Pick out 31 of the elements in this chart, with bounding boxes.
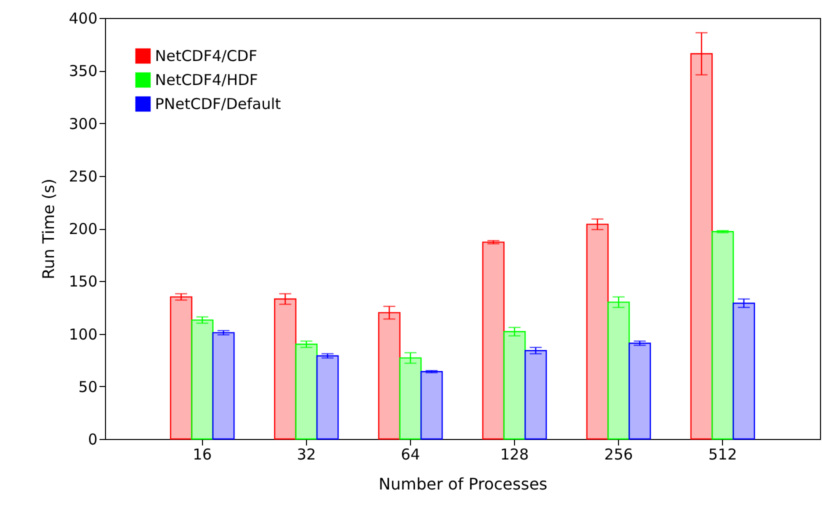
bar bbox=[586, 224, 609, 440]
y-tick-label: 400 bbox=[68, 10, 98, 28]
y-axis-title: Run Time (s) bbox=[38, 178, 58, 280]
bar bbox=[712, 231, 734, 440]
legend-label: NetCDF4/CDF bbox=[155, 47, 258, 65]
bar bbox=[690, 53, 713, 440]
y-tick-label: 50 bbox=[78, 378, 98, 396]
y-tick-label: 150 bbox=[68, 272, 98, 291]
bar bbox=[274, 298, 296, 440]
y-tick-label: 250 bbox=[68, 167, 98, 186]
bar bbox=[420, 371, 443, 440]
y-tick-label: 100 bbox=[68, 325, 98, 344]
legend-label: NetCDF4/HDF bbox=[155, 71, 258, 89]
x-tick-label: 128 bbox=[500, 446, 529, 464]
y-tick-label: 0 bbox=[88, 430, 98, 448]
y-tick-label: 350 bbox=[68, 62, 98, 80]
x-tick-label: 512 bbox=[708, 446, 738, 464]
y-tick-label: 300 bbox=[68, 114, 98, 133]
x-tick-label: 32 bbox=[296, 446, 316, 464]
x-tick-label: 256 bbox=[604, 446, 633, 464]
bar bbox=[503, 331, 526, 440]
bar bbox=[378, 312, 400, 440]
bar bbox=[399, 357, 422, 440]
bar bbox=[607, 302, 630, 440]
x-tick-label: 16 bbox=[192, 446, 212, 464]
x-tick-label: 64 bbox=[400, 446, 420, 464]
x-axis-title: Number of Processes bbox=[378, 474, 548, 494]
bar bbox=[482, 242, 505, 440]
bar bbox=[732, 302, 756, 440]
legend-label: PNetCDF/Default bbox=[155, 95, 282, 113]
y-tick-label: 200 bbox=[68, 220, 98, 238]
